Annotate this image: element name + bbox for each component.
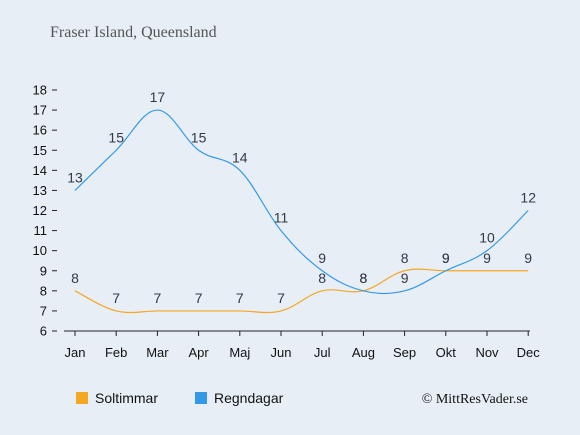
data-label-soltimmar: 9 xyxy=(442,250,450,266)
y-tick-label: 14 xyxy=(33,163,47,178)
data-label-regndagar: 9 xyxy=(318,250,326,266)
y-tick-label: 16 xyxy=(33,123,47,138)
legend-swatch-regndagar xyxy=(195,392,207,404)
data-label-regndagar: 11 xyxy=(274,210,289,226)
data-label-soltimmar: 7 xyxy=(195,290,203,306)
x-tick-label: Feb xyxy=(105,345,127,360)
legend-label-soltimmar: Soltimmar xyxy=(95,390,158,406)
legend-label-regndagar: Regndagar xyxy=(214,390,284,406)
data-label-soltimmar: 9 xyxy=(524,250,532,266)
x-tick-label: Sep xyxy=(393,345,416,360)
y-tick-label: 9 xyxy=(40,263,47,278)
x-tick-label: Apr xyxy=(188,345,209,360)
data-label-soltimmar: 8 xyxy=(401,250,409,266)
data-label-soltimmar: 8 xyxy=(360,270,368,286)
chart-axes: 6 7 8 9 10 11 12 13 14 15 16 17 18 Jan Feb Mar Apr Maj Jun… xyxy=(33,83,541,361)
y-tick-label: 13 xyxy=(33,183,47,198)
y-tick-label: 8 xyxy=(40,283,47,298)
y-tick-label: 11 xyxy=(34,223,48,238)
data-label-soltimmar: 9 xyxy=(483,250,491,266)
series-line-soltimmar xyxy=(74,268,529,314)
y-tick-label: 18 xyxy=(33,83,47,98)
data-label-soltimmar: 7 xyxy=(277,290,285,306)
series-lines xyxy=(74,109,529,314)
x-tick-label: Aug xyxy=(352,345,375,360)
data-label-regndagar: 12 xyxy=(520,190,536,206)
x-tick-label: Okt xyxy=(436,345,457,360)
chart-title: Fraser Island, Queensland xyxy=(50,24,217,41)
data-label-regndagar: 15 xyxy=(108,129,124,145)
x-tick-label: Jul xyxy=(314,345,331,360)
y-tick-label: 17 xyxy=(33,103,47,118)
x-tick-label: Jun xyxy=(271,345,292,360)
data-label-regndagar: 9 xyxy=(442,250,450,266)
x-tick-label: Maj xyxy=(229,345,250,360)
y-tick-label: 6 xyxy=(40,324,47,339)
y-tick-label: 7 xyxy=(40,303,47,318)
data-label-regndagar: 8 xyxy=(360,270,368,286)
legend-swatch-soltimmar xyxy=(76,392,88,404)
y-tick-label: 15 xyxy=(33,143,47,158)
x-tick-label: Mar xyxy=(146,345,169,360)
data-label-regndagar: 9 xyxy=(401,270,409,286)
x-tick-label: Nov xyxy=(475,345,499,360)
data-label-regndagar: 15 xyxy=(191,129,207,145)
copyright-text: © MittResVader.se xyxy=(422,392,528,407)
x-tick-label: Jan xyxy=(65,345,86,360)
legend: Soltimmar Regndagar xyxy=(76,390,284,406)
series-line-regndagar xyxy=(74,109,529,295)
x-tick-label: Dec xyxy=(517,345,541,360)
data-label-soltimmar: 8 xyxy=(318,270,326,286)
y-tick-label: 12 xyxy=(33,203,47,218)
y-tick-label: 10 xyxy=(33,243,47,258)
data-label-soltimmar: 7 xyxy=(112,290,120,306)
data-label-regndagar: 10 xyxy=(479,230,495,246)
data-label-soltimmar: 7 xyxy=(154,290,162,306)
data-label-regndagar: 13 xyxy=(67,169,83,185)
data-label-regndagar: 14 xyxy=(232,149,248,165)
data-label-regndagar: 17 xyxy=(150,89,166,105)
data-label-soltimmar: 7 xyxy=(236,290,244,306)
data-label-soltimmar: 8 xyxy=(71,270,79,286)
